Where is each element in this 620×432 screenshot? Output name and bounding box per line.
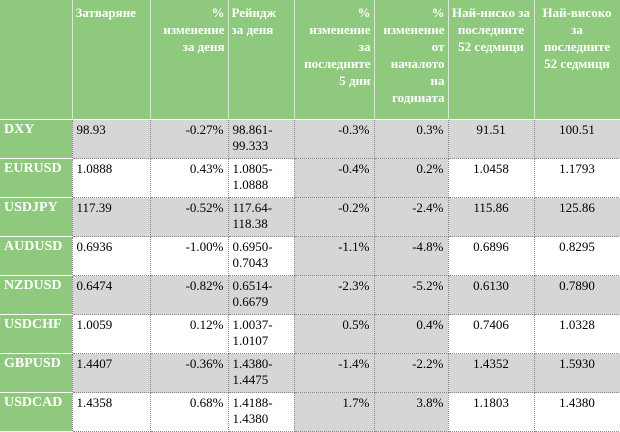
pair-label: USDCAD bbox=[0, 392, 72, 432]
change-ytd-cell: -2.2% bbox=[373, 353, 449, 393]
table-row: GBPUSD 1.4407 -0.36% 1.4380-1.4475 -1.4%… bbox=[0, 353, 620, 393]
change-ytd-cell: 3.8% bbox=[373, 392, 449, 432]
table-row: USDCAD 1.4358 0.68% 1.4188-1.4380 1.7% 3… bbox=[0, 392, 620, 432]
day-range-cell: 0.6514-0.6679 bbox=[227, 275, 295, 315]
header-high-52w: Най-високо за последните 52 седмици bbox=[534, 0, 620, 120]
day-range-cell: 1.0037-1.0107 bbox=[227, 314, 295, 354]
table-row: DXY 98.93 -0.27% 98.861-99.333 -0.3% 0.3… bbox=[0, 119, 620, 159]
high-52w-cell: 1.1793 bbox=[533, 158, 620, 198]
header-day-change: % изменение за деня bbox=[150, 0, 229, 120]
day-change-cell: -1.00% bbox=[149, 236, 229, 276]
day-range-cell: 1.0805-1.0888 bbox=[227, 158, 295, 198]
high-52w-cell: 1.5930 bbox=[533, 353, 620, 393]
close-cell: 98.93 bbox=[71, 119, 151, 159]
day-change-cell: -0.27% bbox=[149, 119, 229, 159]
pair-label: NZDUSD bbox=[0, 275, 72, 315]
change-5d-cell: -2.3% bbox=[293, 275, 375, 315]
day-range-cell: 0.6950-0.7043 bbox=[227, 236, 295, 276]
header-low-52w: Най-ниско за последните 52 седмици bbox=[448, 0, 535, 120]
change-ytd-cell: -2.4% bbox=[373, 197, 449, 237]
change-ytd-cell: -4.8% bbox=[373, 236, 449, 276]
change-ytd-cell: 0.4% bbox=[373, 314, 449, 354]
header-change-ytd: % изменение от началото на годината bbox=[374, 0, 449, 120]
day-change-cell: -0.82% bbox=[149, 275, 229, 315]
change-5d-cell: -1.1% bbox=[293, 236, 375, 276]
low-52w-cell: 1.4352 bbox=[447, 353, 535, 393]
day-change-cell: 0.43% bbox=[149, 158, 229, 198]
high-52w-cell: 0.7890 bbox=[533, 275, 620, 315]
high-52w-cell: 0.8295 bbox=[533, 236, 620, 276]
close-cell: 1.4407 bbox=[71, 353, 151, 393]
day-range-cell: 1.4380-1.4475 bbox=[227, 353, 295, 393]
low-52w-cell: 115.86 bbox=[447, 197, 535, 237]
header-day-range: Рейндж за деня bbox=[228, 0, 295, 120]
change-ytd-cell: 0.2% bbox=[373, 158, 449, 198]
pair-label: AUDUSD bbox=[0, 236, 72, 276]
low-52w-cell: 1.1803 bbox=[447, 392, 535, 432]
day-change-cell: -0.36% bbox=[149, 353, 229, 393]
table-row: AUDUSD 0.6936 -1.00% 0.6950-0.7043 -1.1%… bbox=[0, 236, 620, 276]
change-5d-cell: 1.7% bbox=[293, 392, 375, 432]
close-cell: 0.6936 bbox=[71, 236, 151, 276]
table-row: USDCHF 1.0059 0.12% 1.0037-1.0107 0.5% 0… bbox=[0, 314, 620, 354]
close-cell: 1.4358 bbox=[71, 392, 151, 432]
high-52w-cell: 1.4380 bbox=[533, 392, 620, 432]
change-ytd-cell: 0.3% bbox=[373, 119, 449, 159]
close-cell: 0.6474 bbox=[71, 275, 151, 315]
header-close: Затваряне bbox=[72, 0, 151, 120]
table-row: EURUSD 1.0888 0.43% 1.0805-1.0888 -0.4% … bbox=[0, 158, 620, 198]
header-change-5d: % изменение за последните 5 дни bbox=[294, 0, 375, 120]
day-change-cell: -0.52% bbox=[149, 197, 229, 237]
day-range-cell: 117.64-118.38 bbox=[227, 197, 295, 237]
low-52w-cell: 91.51 bbox=[447, 119, 535, 159]
low-52w-cell: 1.0458 bbox=[447, 158, 535, 198]
day-change-cell: 0.68% bbox=[149, 392, 229, 432]
pair-label: EURUSD bbox=[0, 158, 72, 198]
table-row: USDJPY 117.39 -0.52% 117.64-118.38 -0.2%… bbox=[0, 197, 620, 237]
header-corner bbox=[0, 0, 73, 120]
table-row: NZDUSD 0.6474 -0.82% 0.6514-0.6679 -2.3%… bbox=[0, 275, 620, 315]
pair-label: USDCHF bbox=[0, 314, 72, 354]
change-ytd-cell: -5.2% bbox=[373, 275, 449, 315]
day-range-cell: 98.861-99.333 bbox=[227, 119, 295, 159]
change-5d-cell: -0.3% bbox=[293, 119, 375, 159]
change-5d-cell: 0.5% bbox=[293, 314, 375, 354]
day-range-cell: 1.4188-1.4380 bbox=[227, 392, 295, 432]
high-52w-cell: 125.86 bbox=[533, 197, 620, 237]
change-5d-cell: -0.2% bbox=[293, 197, 375, 237]
high-52w-cell: 1.0328 bbox=[533, 314, 620, 354]
close-cell: 117.39 bbox=[71, 197, 151, 237]
change-5d-cell: -1.4% bbox=[293, 353, 375, 393]
low-52w-cell: 0.6130 bbox=[447, 275, 535, 315]
pair-label: GBPUSD bbox=[0, 353, 72, 393]
day-change-cell: 0.12% bbox=[149, 314, 229, 354]
close-cell: 1.0888 bbox=[71, 158, 151, 198]
high-52w-cell: 100.51 bbox=[533, 119, 620, 159]
low-52w-cell: 0.7406 bbox=[447, 314, 535, 354]
close-cell: 1.0059 bbox=[71, 314, 151, 354]
low-52w-cell: 0.6896 bbox=[447, 236, 535, 276]
change-5d-cell: -0.4% bbox=[293, 158, 375, 198]
header-row: Затваряне % изменение за деня Рейндж за … bbox=[0, 0, 620, 120]
pair-label: USDJPY bbox=[0, 197, 72, 237]
pair-label: DXY bbox=[0, 119, 72, 159]
